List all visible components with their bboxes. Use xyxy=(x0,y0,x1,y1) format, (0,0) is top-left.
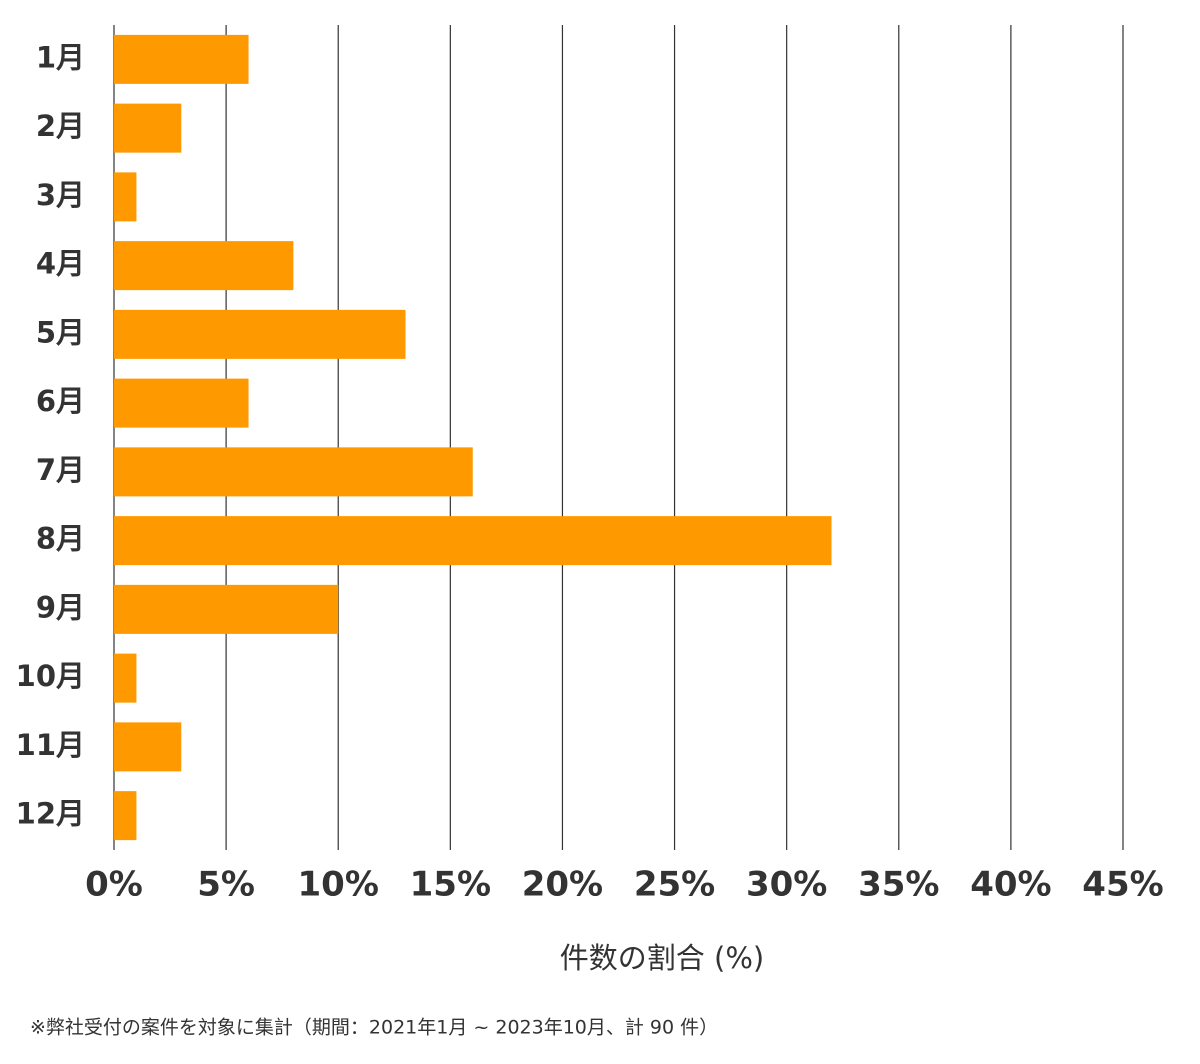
bar xyxy=(114,584,339,634)
y-tick-label: 4月 xyxy=(36,247,85,281)
bar xyxy=(114,791,137,841)
bar xyxy=(114,241,294,291)
x-tick-label: 10% xyxy=(298,865,379,905)
x-tick-label: 15% xyxy=(410,865,491,905)
x-tick-label: 25% xyxy=(634,865,715,905)
y-tick-label: 5月 xyxy=(36,315,85,349)
y-tick-label: 7月 xyxy=(36,453,85,487)
bar xyxy=(114,447,473,497)
x-tick-label: 5% xyxy=(197,865,255,905)
bar xyxy=(114,309,406,359)
y-tick-label: 6月 xyxy=(36,384,85,418)
bar xyxy=(114,722,182,772)
y-tick-label: 3月 xyxy=(36,178,85,212)
y-tick-label: 11月 xyxy=(16,728,85,762)
x-axis-title: 件数の割合 (%) xyxy=(560,941,764,975)
bar xyxy=(114,378,249,428)
y-tick-label: 10月 xyxy=(16,659,85,693)
y-tick-label: 9月 xyxy=(36,590,85,624)
x-tick-label: 40% xyxy=(970,865,1051,905)
x-tick-label: 30% xyxy=(746,865,827,905)
y-tick-label: 2月 xyxy=(36,109,85,143)
x-tick-label: 20% xyxy=(522,865,603,905)
x-tick-label: 35% xyxy=(858,865,939,905)
bar xyxy=(114,516,832,566)
y-tick-label: 1月 xyxy=(36,40,85,74)
bar xyxy=(114,653,137,703)
x-tick-label: 0% xyxy=(85,865,143,905)
y-tick-label: 12月 xyxy=(16,797,85,831)
bar xyxy=(114,34,249,84)
y-tick-label: 8月 xyxy=(36,522,85,556)
bar xyxy=(114,103,182,153)
x-tick-label: 45% xyxy=(1082,865,1163,905)
bar xyxy=(114,172,137,222)
footnote: ※弊社受付の案件を対象に集計（期間：2021年1月 ~ 2023年10月、計 9… xyxy=(30,1017,718,1039)
